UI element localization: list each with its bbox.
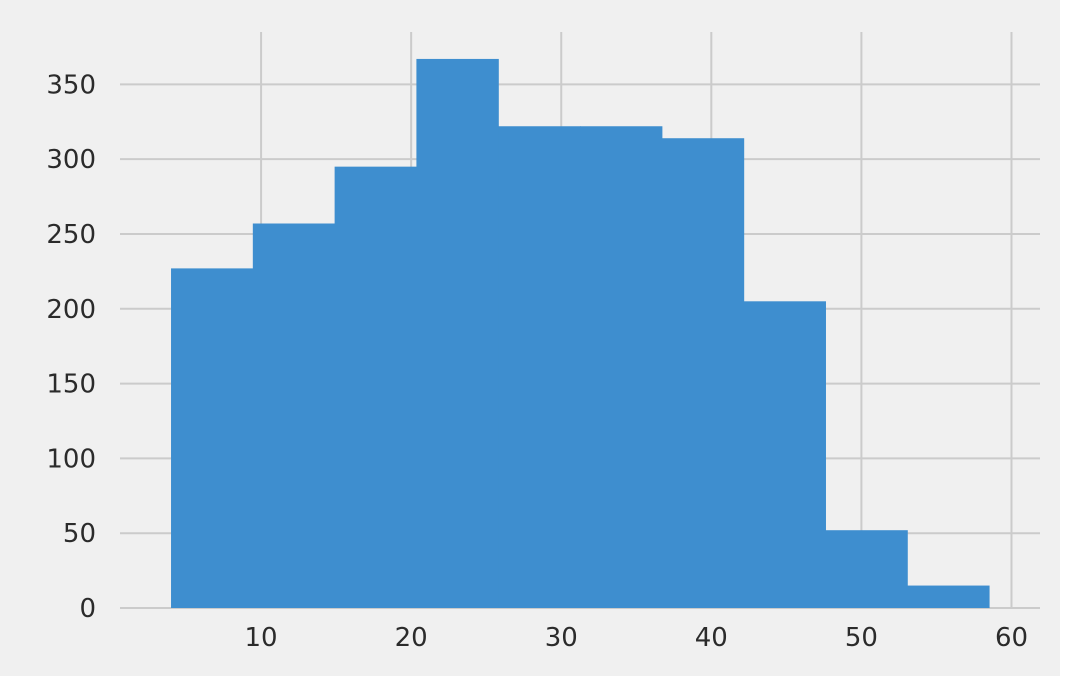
histogram-bar-4 (416, 58, 499, 608)
histogram-bar-10 (907, 585, 990, 608)
x-tick-label-60: 60 (995, 623, 1028, 653)
y-tick-label-300: 300 (46, 145, 96, 175)
histogram-bar-7 (661, 138, 745, 608)
histogram-bar-8 (743, 301, 826, 608)
histogram-bar-5 (498, 126, 581, 608)
x-tick-label-20: 20 (395, 623, 428, 653)
histogram-bar-1 (171, 268, 254, 608)
y-tick-label-200: 200 (46, 295, 96, 325)
x-tick-label-40: 40 (695, 623, 728, 653)
y-tick-label-0: 0 (79, 594, 96, 624)
histogram-bar-9 (825, 530, 908, 608)
x-tick-label-10: 10 (245, 623, 278, 653)
y-axis-ticks: 0 50 100 150 200 250 300 350 (46, 70, 96, 624)
x-tick-label-30: 30 (545, 623, 578, 653)
y-tick-label-250: 250 (46, 220, 96, 250)
y-tick-label-50: 50 (63, 519, 96, 549)
x-axis-ticks: 10 20 30 40 50 60 (245, 623, 1029, 653)
histogram-bar-6 (580, 126, 663, 608)
histogram-bar-3 (334, 166, 418, 608)
histogram-bar-2 (252, 223, 336, 609)
histogram-bars (171, 58, 990, 609)
y-tick-label-150: 150 (46, 370, 96, 400)
x-tick-label-50: 50 (845, 623, 878, 653)
y-tick-label-100: 100 (46, 444, 96, 474)
y-tick-label-350: 350 (46, 70, 96, 100)
